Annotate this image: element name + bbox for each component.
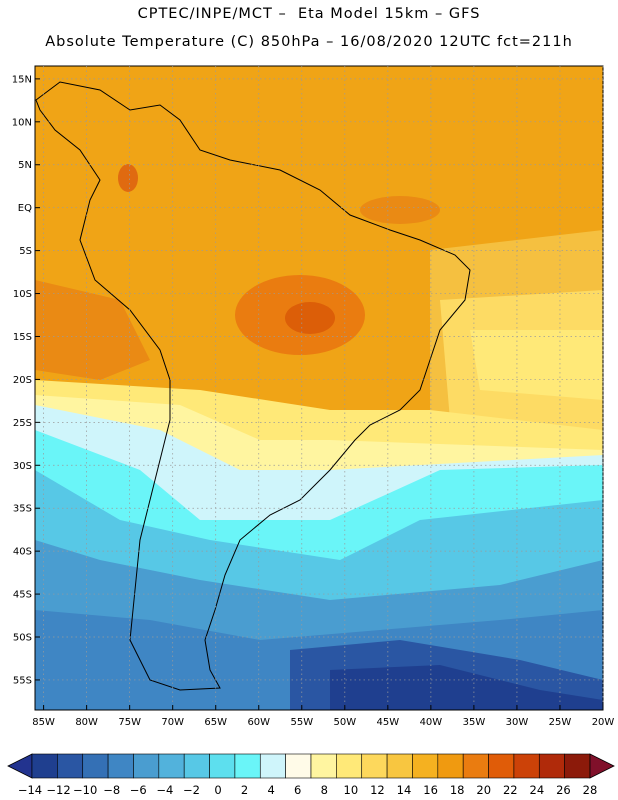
- graticule: [35, 66, 604, 710]
- colorbar-swatch: [31, 753, 58, 779]
- lat-tick-label: 20S: [13, 375, 32, 386]
- lat-tick-label: 5S: [19, 246, 32, 257]
- colorbar-swatch: [234, 753, 261, 779]
- colorbar-swatch: [538, 753, 565, 779]
- colorbar-swatch: [513, 753, 540, 779]
- colorbar-swatch: [209, 753, 236, 779]
- colorbar-label: 12: [370, 783, 385, 797]
- lon-tick-label: 85W: [32, 717, 55, 728]
- colorbar-label: 8: [321, 783, 328, 797]
- colorbar-label: 4: [267, 783, 274, 797]
- colorbar-label: 22: [503, 783, 518, 797]
- lat-tick-label: 50S: [13, 633, 32, 644]
- longitude-axis: 85W 80W 75W 70W 65W 60W 55W 50W 45W 40W 35W 30W 25W 2…: [32, 705, 614, 728]
- lat-tick-label: 55S: [13, 675, 32, 686]
- lon-tick-label: 40W: [420, 717, 443, 728]
- colorbar-swatch: [412, 753, 439, 779]
- continent-outline: [35, 81, 471, 691]
- colorbar-swatch: [183, 753, 210, 779]
- colorbar: −14 −12 −10 −8 −6 −4 −2 0 2 4 6 8 10 12 14 16 18 20 22 24 26…: [7, 753, 615, 797]
- colorbar-under-arrow: [7, 753, 33, 779]
- lon-tick-label: 70W: [161, 717, 184, 728]
- colorbar-label: −6: [130, 783, 147, 797]
- colorbar-label: 0: [214, 783, 221, 797]
- colorbar-label: 14: [397, 783, 412, 797]
- colorbar-swatch: [564, 753, 591, 779]
- colorbar-label: 6: [294, 783, 301, 797]
- lon-tick-label: 20W: [592, 717, 615, 728]
- colorbar-label: 16: [423, 783, 438, 797]
- lat-tick-label: 15N: [12, 74, 32, 85]
- chart-title-line1: CPTEC/INPE/MCT – Eta Model 15km – GFS: [137, 6, 481, 22]
- colorbar-label: −14: [18, 783, 42, 797]
- colorbar-swatch: [386, 753, 413, 779]
- lat-tick-label: 25S: [13, 418, 32, 429]
- lon-tick-label: 65W: [204, 717, 227, 728]
- lat-tick-label: EQ: [18, 203, 32, 214]
- colorbar-swatch: [133, 753, 160, 779]
- lat-tick-label: 30S: [13, 461, 32, 472]
- colorbar-swatch: [107, 753, 134, 779]
- lon-tick-label: 50W: [334, 717, 357, 728]
- colorbar-label: −12: [46, 783, 70, 797]
- colorbar-label: 20: [476, 783, 491, 797]
- lon-tick-label: 45W: [377, 717, 400, 728]
- colorbar-label: 18: [450, 783, 465, 797]
- chart-title-line2: Absolute Temperature (C) 850hPa – 16/08/…: [45, 34, 573, 50]
- lon-tick-label: 55W: [290, 717, 313, 728]
- colorbar-swatch: [57, 753, 84, 779]
- colorbar-label: 24: [530, 783, 545, 797]
- latitude-axis: 15N 10N 5N EQ 5S 10S 15S 20S 25S 30S 35S 40S 45S 50S 5…: [12, 74, 40, 686]
- lat-tick-label: 10N: [12, 117, 32, 128]
- colorbar-swatch: [82, 753, 109, 779]
- colorbar-label: −2: [183, 783, 200, 797]
- colorbar-label: −8: [103, 783, 120, 797]
- colorbar-swatch: [310, 753, 337, 779]
- colorbar-swatch: [259, 753, 286, 779]
- map-frame: [34, 65, 604, 711]
- colorbar-swatch: [488, 753, 515, 779]
- colorbar-swatch: [361, 753, 388, 779]
- lat-tick-label: 35S: [13, 504, 32, 515]
- colorbar-label: 26: [556, 783, 571, 797]
- lat-tick-label: 5N: [18, 160, 32, 171]
- lat-tick-label: 15S: [13, 332, 32, 343]
- lon-tick-label: 25W: [549, 717, 572, 728]
- lat-tick-label: 40S: [13, 547, 32, 558]
- temperature-field: [35, 66, 603, 710]
- colorbar-swatch: [158, 753, 185, 779]
- colorbar-label: 10: [344, 783, 359, 797]
- colorbar-swatch: [437, 753, 464, 779]
- lat-tick-label: 10S: [13, 289, 32, 300]
- lon-tick-label: 75W: [118, 717, 141, 728]
- lon-tick-label: 35W: [463, 717, 486, 728]
- colorbar-label: 2: [241, 783, 248, 797]
- colorbar-over-arrow: [589, 753, 615, 779]
- lon-tick-label: 30W: [506, 717, 529, 728]
- colorbar-swatch: [462, 753, 489, 779]
- colorbar-label: 28: [583, 783, 598, 797]
- lon-tick-label: 60W: [247, 717, 270, 728]
- lat-tick-label: 45S: [13, 590, 32, 601]
- colorbar-label: −10: [73, 783, 97, 797]
- colorbar-label: −4: [156, 783, 173, 797]
- colorbar-swatch: [336, 753, 363, 779]
- lon-tick-label: 80W: [75, 717, 98, 728]
- colorbar-swatch: [285, 753, 312, 779]
